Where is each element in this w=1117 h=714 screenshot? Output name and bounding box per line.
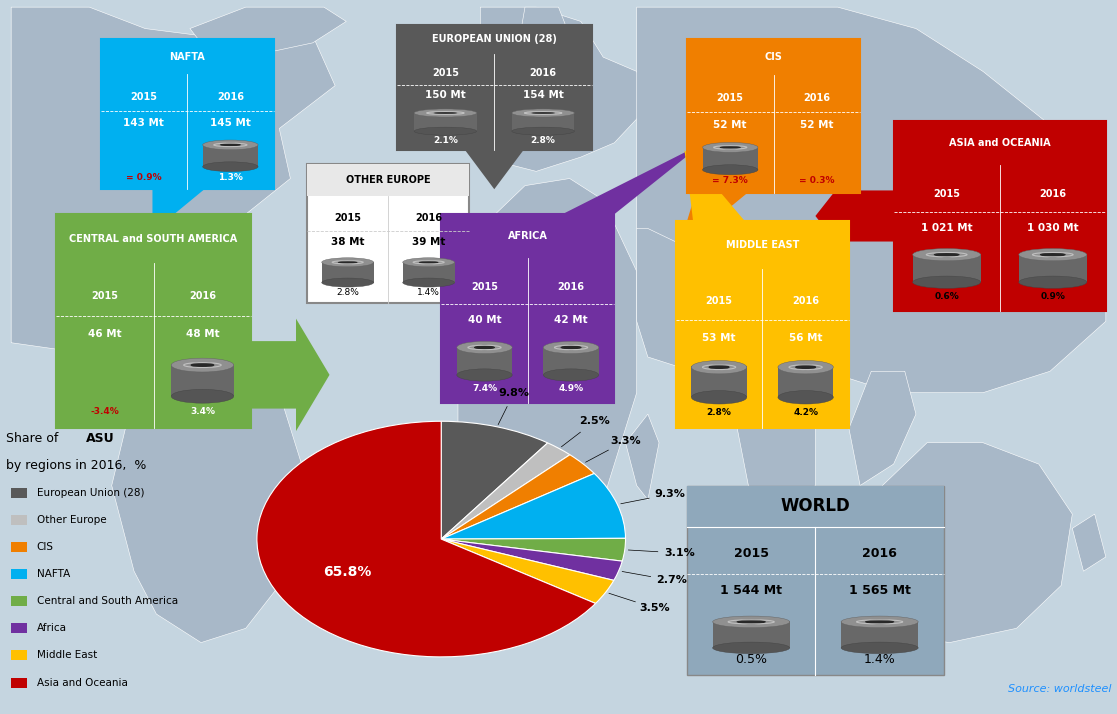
Ellipse shape [713,616,790,628]
FancyBboxPatch shape [676,221,849,428]
Text: CIS: CIS [764,52,783,62]
Ellipse shape [171,358,233,372]
Text: 0.6%: 0.6% [934,291,960,301]
Ellipse shape [691,361,747,374]
Polygon shape [737,371,815,514]
Text: 2016: 2016 [189,291,216,301]
Polygon shape [168,271,246,336]
Text: = 0.9%: = 0.9% [126,174,162,182]
Text: Middle East: Middle East [37,650,97,660]
Polygon shape [1072,514,1106,571]
FancyBboxPatch shape [687,486,944,527]
FancyBboxPatch shape [894,121,1106,165]
Ellipse shape [512,127,574,135]
Text: 2015: 2015 [734,547,768,560]
Text: by regions in 2016,  %: by regions in 2016, % [6,459,146,472]
Text: Africa: Africa [37,623,67,633]
Polygon shape [11,7,335,357]
FancyBboxPatch shape [441,214,614,258]
Bar [202,144,258,166]
Ellipse shape [736,619,766,624]
Text: 53 Mt: 53 Mt [703,333,736,343]
Text: 154 Mt: 154 Mt [523,90,564,100]
Text: 2016: 2016 [1039,189,1067,199]
Ellipse shape [913,276,981,288]
Ellipse shape [403,278,455,287]
Text: European Union (28): European Union (28) [37,488,144,498]
FancyBboxPatch shape [11,650,27,660]
Text: 38 Mt: 38 Mt [331,237,364,247]
Ellipse shape [1019,276,1087,288]
Text: 7.4%: 7.4% [472,384,497,393]
Text: 9.3%: 9.3% [655,489,686,499]
Text: 2015: 2015 [432,68,459,78]
Text: 2.5%: 2.5% [579,416,610,426]
Text: CENTRAL and SOUTH AMERICA: CENTRAL and SOUTH AMERICA [69,233,238,244]
Text: NAFTA: NAFTA [169,51,206,61]
Ellipse shape [708,364,729,370]
Text: 2015: 2015 [131,92,157,102]
FancyBboxPatch shape [101,39,274,74]
Ellipse shape [543,369,599,381]
FancyBboxPatch shape [676,221,849,269]
Ellipse shape [457,369,513,381]
Text: ASIA and OCEANIA: ASIA and OCEANIA [949,138,1050,148]
Ellipse shape [713,642,790,653]
Bar [691,366,747,397]
Wedge shape [257,421,595,657]
Text: 2015: 2015 [471,282,498,292]
FancyBboxPatch shape [56,214,251,263]
Wedge shape [441,539,614,603]
Ellipse shape [322,258,373,267]
Ellipse shape [414,127,477,135]
Text: 3.3%: 3.3% [610,436,641,446]
Text: 1 021 Mt: 1 021 Mt [920,223,973,233]
Text: 1 565 Mt: 1 565 Mt [849,584,910,597]
Polygon shape [480,7,648,171]
Text: 40 Mt: 40 Mt [468,316,502,326]
FancyBboxPatch shape [11,623,27,633]
Ellipse shape [719,145,741,149]
Text: 48 Mt: 48 Mt [185,329,219,339]
FancyBboxPatch shape [397,25,592,150]
Text: 2016: 2016 [803,94,830,104]
Text: Share of: Share of [6,432,61,445]
Text: 52 Mt: 52 Mt [714,121,747,131]
Ellipse shape [433,111,457,115]
Text: 1 030 Mt: 1 030 Mt [1027,223,1079,233]
Ellipse shape [474,345,495,350]
Bar [1019,253,1087,282]
Text: 2015: 2015 [717,94,744,104]
Text: 2015: 2015 [933,189,961,199]
Text: 42 Mt: 42 Mt [554,316,588,326]
Ellipse shape [795,364,817,370]
Ellipse shape [841,616,918,628]
Text: 2.8%: 2.8% [336,288,359,297]
Ellipse shape [220,143,241,147]
Ellipse shape [414,109,477,117]
Bar [322,261,373,283]
Text: 1 544 Mt: 1 544 Mt [720,584,782,597]
Text: = 7.3%: = 7.3% [713,176,748,186]
Wedge shape [441,539,622,580]
Ellipse shape [777,391,833,404]
Ellipse shape [561,345,582,350]
Ellipse shape [841,642,918,653]
FancyBboxPatch shape [687,486,944,675]
FancyBboxPatch shape [894,121,1106,311]
Bar [512,112,574,131]
FancyBboxPatch shape [307,164,469,303]
Text: 39 Mt: 39 Mt [412,237,446,247]
Text: 143 Mt: 143 Mt [123,119,164,129]
FancyBboxPatch shape [397,25,592,54]
Text: 9.8%: 9.8% [498,388,529,398]
FancyBboxPatch shape [11,569,27,579]
Ellipse shape [934,252,960,257]
Bar [403,261,455,283]
Wedge shape [441,443,570,539]
Polygon shape [563,143,704,214]
Bar [414,112,477,131]
Bar [713,621,790,648]
FancyBboxPatch shape [11,488,27,498]
